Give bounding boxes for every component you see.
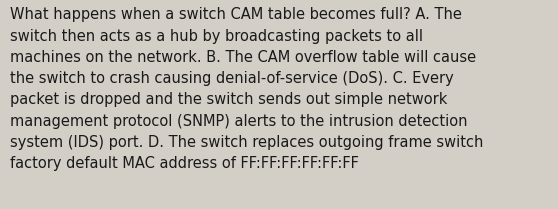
Text: What happens when a switch CAM table becomes full? A. The
switch then acts as a : What happens when a switch CAM table bec…	[10, 7, 483, 171]
